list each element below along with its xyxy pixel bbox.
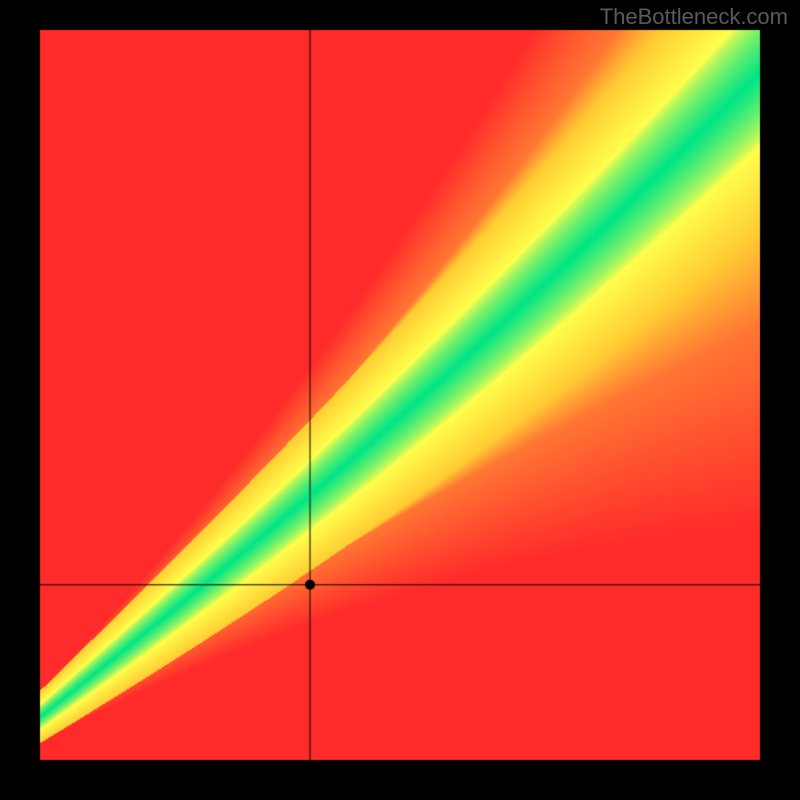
bottleneck-heatmap xyxy=(0,0,800,800)
chart-container: TheBottleneck.com xyxy=(0,0,800,800)
watermark-text: TheBottleneck.com xyxy=(600,4,788,30)
